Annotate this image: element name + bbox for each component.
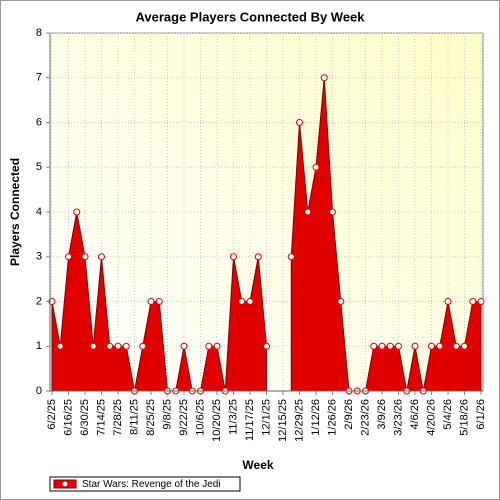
point-marker bbox=[106, 342, 114, 350]
y-tick-label: 3 bbox=[36, 251, 42, 263]
point-marker bbox=[461, 342, 468, 350]
point-marker bbox=[312, 163, 320, 171]
point-marker bbox=[287, 253, 295, 261]
x-tick-label: 11/3/25 bbox=[227, 399, 239, 435]
x-tick-label: 6/1/26 bbox=[475, 399, 487, 430]
chart-title: Average Players Connected By Week bbox=[135, 9, 365, 24]
x-tick-label: 7/14/25 bbox=[95, 399, 107, 436]
y-tick-label: 1 bbox=[36, 340, 42, 352]
x-tick-label: 10/20/25 bbox=[211, 399, 223, 442]
point-marker bbox=[89, 342, 97, 350]
point-marker bbox=[477, 298, 485, 305]
point-marker bbox=[73, 208, 81, 216]
x-tick-label: 4/20/26 bbox=[425, 399, 437, 436]
point-marker bbox=[213, 342, 221, 350]
x-tick-label: 9/8/25 bbox=[161, 399, 173, 430]
point-marker bbox=[56, 342, 64, 350]
point-marker bbox=[180, 342, 188, 350]
point-marker bbox=[444, 298, 452, 305]
x-tick-label: 6/30/25 bbox=[79, 399, 91, 436]
point-marker bbox=[238, 298, 246, 305]
point-marker bbox=[370, 342, 378, 350]
point-marker bbox=[246, 298, 254, 305]
point-marker bbox=[320, 74, 328, 82]
point-marker bbox=[329, 208, 336, 216]
point-marker bbox=[452, 342, 460, 350]
point-marker bbox=[205, 342, 213, 350]
point-marker bbox=[81, 253, 89, 261]
y-tick-label: 0 bbox=[36, 385, 42, 397]
y-tick-label: 8 bbox=[36, 27, 42, 39]
point-marker bbox=[436, 342, 444, 350]
point-marker bbox=[296, 119, 303, 126]
y-tick-label: 5 bbox=[36, 161, 42, 173]
point-marker bbox=[428, 342, 435, 350]
legend-label: Star Wars: Revenge of the Jedi bbox=[82, 479, 221, 490]
y-tick-label: 6 bbox=[36, 116, 42, 128]
x-tick-label: 2/23/26 bbox=[359, 399, 371, 436]
x-tick-label: 6/2/25 bbox=[46, 399, 58, 430]
x-tick-label: 12/29/25 bbox=[293, 399, 305, 442]
point-marker bbox=[230, 253, 237, 261]
y-axis-title: Players Connected bbox=[8, 158, 22, 266]
x-tick-label: 3/23/26 bbox=[392, 399, 404, 436]
x-tick-label: 7/28/25 bbox=[112, 399, 124, 436]
x-tick-label: 5/18/26 bbox=[458, 399, 470, 436]
x-tick-label: 1/26/26 bbox=[326, 399, 338, 436]
x-tick-label: 6/16/25 bbox=[62, 399, 74, 436]
point-marker bbox=[155, 298, 163, 305]
point-marker bbox=[469, 298, 477, 305]
point-marker bbox=[139, 342, 147, 350]
x-axis-title: Week bbox=[242, 458, 273, 472]
point-marker bbox=[122, 342, 130, 350]
point-marker bbox=[65, 253, 72, 261]
x-tick-label: 1/12/26 bbox=[310, 399, 322, 436]
x-tick-label: 4/6/26 bbox=[409, 399, 421, 430]
y-tick-label: 2 bbox=[36, 295, 42, 307]
x-tick-label: 12/1/25 bbox=[260, 399, 272, 436]
x-tick-label: 9/22/25 bbox=[178, 399, 190, 436]
point-marker bbox=[147, 298, 155, 305]
point-marker bbox=[114, 342, 122, 350]
point-marker bbox=[254, 253, 262, 261]
x-tick-label: 8/11/25 bbox=[128, 399, 140, 435]
x-tick-label: 12/15/25 bbox=[277, 399, 289, 442]
point-marker bbox=[263, 342, 270, 350]
point-marker bbox=[386, 342, 394, 350]
point-marker bbox=[98, 253, 105, 261]
point-marker bbox=[378, 342, 386, 350]
y-tick-label: 4 bbox=[36, 206, 42, 218]
x-tick-label: 11/17/25 bbox=[244, 399, 256, 441]
x-tick-label: 3/9/26 bbox=[376, 399, 388, 430]
y-tick-label: 7 bbox=[36, 72, 42, 84]
legend bbox=[49, 476, 241, 492]
point-marker bbox=[337, 298, 345, 305]
point-marker bbox=[395, 342, 402, 350]
x-tick-label: 8/25/25 bbox=[145, 399, 157, 436]
legend-marker bbox=[61, 480, 69, 488]
point-marker bbox=[304, 208, 312, 216]
point-marker bbox=[411, 342, 419, 350]
x-tick-label: 10/6/25 bbox=[194, 399, 206, 436]
x-tick-label: 5/4/26 bbox=[442, 399, 454, 430]
x-tick-label: 2/9/26 bbox=[343, 399, 355, 430]
